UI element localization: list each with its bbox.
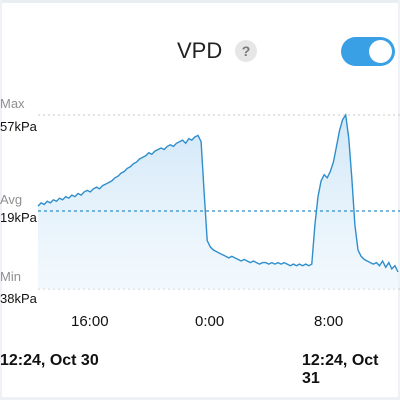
page-title: VPD xyxy=(177,38,223,63)
left-edge xyxy=(0,0,2,400)
help-icon[interactable]: ? xyxy=(235,40,257,62)
range-end-label: 12:24, Oct 31 xyxy=(302,352,379,387)
min-label: Min xyxy=(0,269,21,284)
x-tick-label: 8:00 xyxy=(314,313,344,330)
range-start-label: 12:24, Oct 30 xyxy=(0,352,99,369)
top-divider xyxy=(0,0,400,3)
bottom-edge xyxy=(0,397,400,400)
avg-value: 19kPa xyxy=(0,210,37,225)
x-tick-label: 0:00 xyxy=(195,313,225,330)
x-tick-label: 16:00 xyxy=(71,313,109,330)
avg-label: Avg xyxy=(0,192,23,207)
vpd-line xyxy=(37,113,399,273)
vpd-area xyxy=(38,115,398,289)
right-edge xyxy=(398,0,400,400)
toggle-knob xyxy=(369,40,392,63)
max-value: 57kPa xyxy=(0,119,37,134)
max-label: Max xyxy=(0,96,25,111)
vpd-toggle[interactable] xyxy=(341,37,395,66)
min-value: 38kPa xyxy=(0,291,37,306)
